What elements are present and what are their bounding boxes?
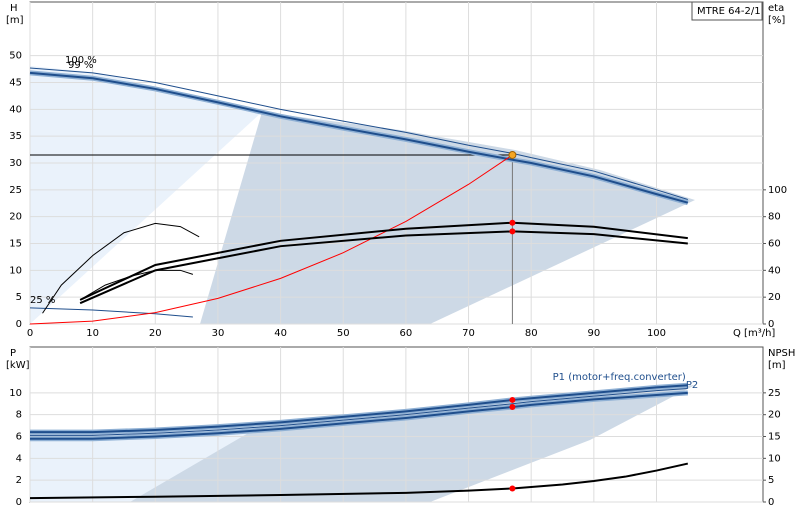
- y-tick-label: 35: [9, 131, 22, 142]
- y2-tick-label: 10: [768, 453, 781, 464]
- curve: [29, 67, 688, 200]
- series-label: P1 (motor+freq.converter): [553, 372, 686, 383]
- y2-tick-label: 5: [768, 475, 774, 486]
- curve: [29, 154, 513, 325]
- y-tick-label: 6: [16, 432, 22, 443]
- y2-tick-label: 60: [768, 239, 781, 250]
- x-tick-label: 30: [212, 328, 225, 339]
- y2-tick-label: 40: [768, 265, 781, 276]
- point: [509, 404, 516, 411]
- y2-axis-unit: [%]: [768, 15, 785, 26]
- x-tick-label: 70: [462, 328, 475, 339]
- y2-axis-label: NPSH: [768, 348, 795, 359]
- x-tick-label: 50: [337, 328, 350, 339]
- y2-tick-label: 15: [768, 432, 781, 443]
- x-tick-label: 20: [149, 328, 162, 339]
- y2-axis-label: eta: [768, 3, 784, 14]
- point: [509, 228, 516, 235]
- series-label: 99 %: [68, 60, 93, 71]
- point: [509, 219, 516, 226]
- y-tick-label: 0: [16, 497, 22, 508]
- series-label: P2: [686, 380, 698, 391]
- curve: [29, 71, 689, 204]
- curve: [30, 387, 688, 436]
- point: [509, 396, 516, 403]
- curve: [79, 221, 688, 301]
- y-tick-label: 45: [9, 78, 22, 89]
- y-tick-label: 4: [16, 453, 22, 464]
- y-tick-label: 20: [9, 212, 22, 223]
- y-tick-label: 5: [16, 292, 22, 303]
- curve: [29, 307, 193, 318]
- y-tick-label: 10: [9, 265, 22, 276]
- curve: [30, 384, 688, 434]
- curve: [79, 269, 194, 301]
- y-tick-label: 15: [9, 239, 22, 250]
- y2-tick-label: 20: [768, 410, 781, 421]
- y-tick-label: 25: [9, 185, 22, 196]
- curve: [30, 391, 688, 440]
- x-tick-label: 0: [27, 328, 33, 339]
- y2-tick-label: 100: [768, 185, 787, 196]
- y-tick-label: 2: [16, 475, 22, 486]
- duty-point: [508, 150, 517, 159]
- point: [509, 485, 516, 492]
- x-tick-label: 100: [647, 328, 666, 339]
- area-operating: [200, 112, 695, 324]
- y-tick-label: 10: [9, 388, 22, 399]
- y-tick-label: 0: [16, 319, 22, 330]
- x-tick-label: 80: [525, 328, 538, 339]
- y2-tick-label: 0: [768, 319, 774, 330]
- series-label: 25 %: [30, 295, 55, 306]
- y-axis-label: H: [10, 3, 18, 14]
- y-axis-unit: [m]: [6, 15, 24, 26]
- x-tick-label: 90: [587, 328, 600, 339]
- x-axis-label: Q [m³/h]: [733, 328, 775, 339]
- y2-axis-unit: [m]: [768, 360, 786, 371]
- y-tick-label: 30: [9, 158, 22, 169]
- y2-tick-label: 25: [768, 388, 781, 399]
- chart-title: MTRE 64-2/1: [697, 6, 761, 17]
- series-label: 100 %: [65, 55, 97, 66]
- curve: [42, 222, 200, 314]
- x-tick-label: 10: [86, 328, 99, 339]
- y-tick-label: 40: [9, 104, 22, 115]
- x-tick-label: 60: [400, 328, 413, 339]
- y-tick-label: 50: [9, 51, 22, 62]
- y2-tick-label: 80: [768, 212, 781, 223]
- y-axis-label: P: [10, 348, 16, 359]
- x-tick-label: 40: [274, 328, 287, 339]
- y2-tick-label: 0: [768, 497, 774, 508]
- y-axis-unit: [kW]: [6, 360, 30, 371]
- y-tick-label: 8: [16, 410, 22, 421]
- y2-tick-label: 20: [768, 292, 781, 303]
